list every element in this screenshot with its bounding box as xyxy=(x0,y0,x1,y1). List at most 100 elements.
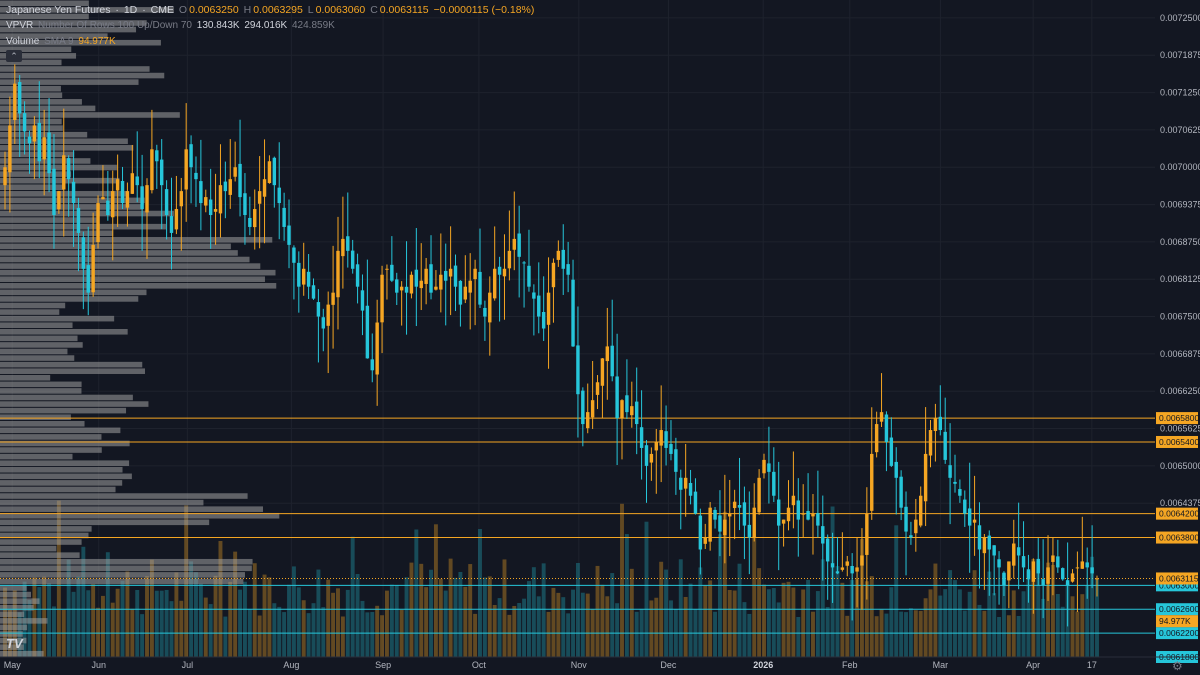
profile-row xyxy=(0,545,57,552)
y-tick-label: 0.0066250 xyxy=(1160,386,1200,396)
volume-bar xyxy=(42,576,47,657)
profile-row xyxy=(0,499,204,506)
candle-body xyxy=(1051,555,1055,562)
volume-bar xyxy=(1021,591,1026,657)
volume-bar xyxy=(571,589,575,657)
candle-body xyxy=(630,406,634,416)
symbol-legend[interactable]: Japanese Yen Futures · 1D · CME O 0.00632… xyxy=(6,4,536,16)
volume-bar xyxy=(717,534,722,657)
volume-bar xyxy=(943,589,948,657)
candle-body xyxy=(703,537,707,544)
candle-body xyxy=(218,185,223,214)
level-price-label: 0.0063000 xyxy=(1159,580,1199,590)
profile-row xyxy=(0,466,123,473)
settings-gear-icon[interactable]: ⚙ xyxy=(1172,659,1183,673)
candle-body xyxy=(561,249,565,269)
chevron-up-icon: ⌃ xyxy=(10,51,18,61)
volume-bar xyxy=(223,616,228,657)
profile-row xyxy=(0,368,145,374)
profile-row xyxy=(0,118,62,125)
profile-row xyxy=(0,414,71,420)
level-price-tag xyxy=(1156,531,1198,544)
volume-bar xyxy=(52,606,56,657)
volume-bar xyxy=(27,599,32,657)
candle-body xyxy=(595,382,600,395)
collapse-legend-button[interactable]: ⌃ xyxy=(6,50,22,62)
candle-body xyxy=(463,286,468,300)
volume-bar xyxy=(904,612,908,657)
close-label: C xyxy=(370,4,378,16)
candle-body xyxy=(169,216,174,233)
volume-bar xyxy=(918,610,923,657)
candle-body xyxy=(963,499,967,514)
volume-bar xyxy=(76,576,81,657)
volume-bar xyxy=(326,579,331,657)
candle-body xyxy=(664,431,668,448)
candle-body xyxy=(821,526,825,544)
candle-body xyxy=(708,507,712,542)
volume-legend[interactable]: Volume SMA 9 94.977K xyxy=(6,36,118,47)
candle-body xyxy=(899,476,903,508)
candle-body xyxy=(473,268,477,280)
volume-bar xyxy=(605,596,610,657)
profile-row xyxy=(0,539,82,545)
candle-body xyxy=(522,262,526,264)
y-tick-label: 0.0069375 xyxy=(1160,200,1200,210)
candle-body xyxy=(566,264,570,275)
candle-body xyxy=(297,262,301,287)
candle-body xyxy=(164,189,169,216)
profile-row xyxy=(0,552,80,558)
volume-bar xyxy=(595,565,600,657)
volume-bar xyxy=(1050,564,1055,657)
volume-bar xyxy=(32,577,37,657)
profile-row xyxy=(0,519,210,526)
candle-body xyxy=(272,157,277,186)
candle-body xyxy=(414,269,419,287)
volume-bar xyxy=(624,534,629,657)
exchange: CME xyxy=(150,4,174,16)
volume-bar xyxy=(198,583,203,657)
candle-body xyxy=(253,209,257,228)
profile-row xyxy=(0,112,180,118)
candle-body xyxy=(1041,579,1045,586)
volume-bar xyxy=(972,570,977,657)
candle-body xyxy=(395,279,399,293)
candle-body xyxy=(953,481,957,484)
tradingview-logo-icon[interactable]: TV xyxy=(6,636,23,651)
price-axis[interactable]: 0.0072500 0.0071875 0.0071250 0.0070625 0.00… xyxy=(1155,0,1200,675)
candle-body xyxy=(419,280,423,289)
profile-row xyxy=(0,598,40,604)
candle-body xyxy=(390,264,394,281)
volume-bar xyxy=(938,595,943,657)
volume-bar xyxy=(47,583,52,657)
volume-bar xyxy=(120,580,125,657)
candle-body xyxy=(125,191,130,208)
volume-bar xyxy=(301,600,306,657)
vpvr-legend[interactable]: VPVR Number Of Rows 100 Up/Down 70 130.8… xyxy=(6,20,337,31)
candle-body xyxy=(600,358,605,386)
profile-row xyxy=(0,506,263,512)
candle-body xyxy=(1075,567,1080,569)
volume-bar xyxy=(154,590,159,657)
time-axis[interactable]: May Jun Jul Aug Sep Oct Nov Dec 2026 Feb Mar Apr 17 xyxy=(0,656,1200,670)
profile-row xyxy=(0,348,68,355)
volume-bar xyxy=(306,613,311,657)
volume-bar xyxy=(566,613,571,657)
candle-body xyxy=(786,507,791,522)
high-label: H xyxy=(243,4,252,16)
volume-bar xyxy=(360,600,365,657)
volume-bar xyxy=(492,604,497,657)
candle-body xyxy=(914,519,918,534)
candle-body xyxy=(86,265,90,293)
candle-body xyxy=(424,268,428,284)
candle-body xyxy=(1065,580,1070,586)
profile-row xyxy=(0,145,134,151)
profile-row xyxy=(0,335,78,342)
y-tick-label: 0.0071875 xyxy=(1160,50,1200,60)
volume-bar xyxy=(556,592,561,657)
volume-bar xyxy=(536,596,541,657)
volume-bar xyxy=(145,576,149,657)
level-price-tag xyxy=(1156,627,1198,640)
volume-bar xyxy=(174,572,179,657)
